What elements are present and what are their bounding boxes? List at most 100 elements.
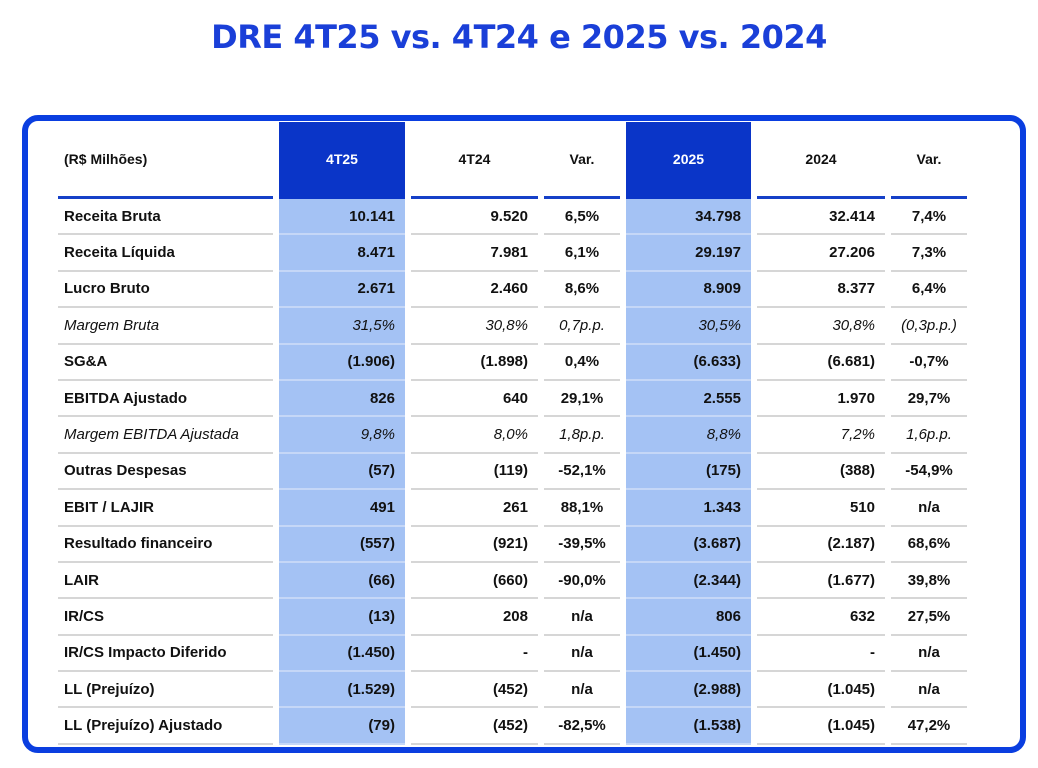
cell-2025: 2.555 <box>626 380 751 418</box>
cell-2025: (2.988) <box>626 672 751 709</box>
header-2024: 2024 <box>757 122 885 199</box>
cell-var-quarter: 6,5% <box>544 199 620 236</box>
cell-var-year: n/a <box>891 636 967 673</box>
row-label: SG&A <box>58 345 273 381</box>
row-label: Receita Bruta <box>58 199 273 236</box>
cell-4t24: (921) <box>411 527 538 563</box>
cell-4t24: (1.898) <box>411 345 538 381</box>
cell-2025: 806 <box>626 599 751 636</box>
row-label: IR/CS <box>58 599 273 636</box>
cell-var-quarter: 6,1% <box>544 235 620 272</box>
cell-2024: (388) <box>757 454 885 491</box>
cell-4t25: (557) <box>279 526 405 563</box>
cell-2025: (1.450) <box>626 635 751 673</box>
header-var-quarter: Var. <box>544 122 620 199</box>
cell-2025: (175) <box>626 453 751 491</box>
cell-2024: 30,8% <box>757 308 885 345</box>
dre-table: (R$ Milhões) 4T25 4T24 Var. 2025 2024 Var. Rece… <box>58 122 967 745</box>
cell-2024: (1.045) <box>757 708 885 745</box>
cell-4t25: (57) <box>279 453 405 491</box>
cell-2024: 27.206 <box>757 235 885 272</box>
cell-4t24: 30,8% <box>411 308 538 345</box>
row-label: Resultado financeiro <box>58 527 273 563</box>
cell-var-year: 47,2% <box>891 708 967 745</box>
header-var-year: Var. <box>891 122 967 199</box>
cell-4t24: 261 <box>411 490 538 527</box>
cell-4t24: 208 <box>411 599 538 636</box>
cell-2025: 34.798 <box>626 199 751 236</box>
row-label: EBITDA Ajustado <box>58 381 273 418</box>
cell-var-year: 39,8% <box>891 563 967 600</box>
cell-4t24: 8,0% <box>411 417 538 454</box>
cell-2024: - <box>757 636 885 673</box>
cell-var-quarter: -52,1% <box>544 454 620 491</box>
table-frame <box>22 115 1026 753</box>
cell-var-quarter: -82,5% <box>544 708 620 745</box>
cell-2025: 29.197 <box>626 235 751 272</box>
cell-4t25: (1.450) <box>279 635 405 673</box>
row-label: Margem Bruta <box>58 308 273 345</box>
cell-4t25: (79) <box>279 708 405 745</box>
cell-2025: 30,5% <box>626 308 751 345</box>
row-label: Margem EBITDA Ajustada <box>58 417 273 454</box>
cell-var-year: -0,7% <box>891 345 967 381</box>
cell-4t25: 10.141 <box>279 199 405 236</box>
cell-2024: 7,2% <box>757 417 885 454</box>
cell-var-quarter: 0,4% <box>544 345 620 381</box>
cell-2024: 632 <box>757 599 885 636</box>
row-label: LL (Prejuízo) <box>58 672 273 709</box>
cell-var-quarter: n/a <box>544 636 620 673</box>
cell-4t25: (66) <box>279 562 405 600</box>
header-2025: 2025 <box>626 122 751 199</box>
cell-var-year: (0,3p.p.) <box>891 308 967 345</box>
row-label: EBIT / LAJIR <box>58 490 273 527</box>
cell-4t25: 8.471 <box>279 235 405 272</box>
cell-4t25: 31,5% <box>279 308 405 345</box>
cell-2025: 8.909 <box>626 271 751 309</box>
header-4t25: 4T25 <box>279 122 405 199</box>
row-label: IR/CS Impacto Diferido <box>58 636 273 673</box>
cell-2024: 32.414 <box>757 199 885 236</box>
cell-2025: (1.538) <box>626 708 751 745</box>
row-label: Lucro Bruto <box>58 272 273 309</box>
cell-var-year: n/a <box>891 672 967 709</box>
cell-var-quarter: -39,5% <box>544 527 620 563</box>
cell-var-quarter: 88,1% <box>544 490 620 527</box>
row-label: Receita Líquida <box>58 235 273 272</box>
cell-2024: 1.970 <box>757 381 885 418</box>
cell-4t25: 2.671 <box>279 271 405 309</box>
cell-var-year: 6,4% <box>891 272 967 309</box>
cell-4t24: 7.981 <box>411 235 538 272</box>
cell-2025: 1.343 <box>626 490 751 527</box>
cell-var-quarter: -90,0% <box>544 563 620 600</box>
cell-2025: (3.687) <box>626 526 751 563</box>
cell-var-year: 7,3% <box>891 235 967 272</box>
cell-var-year: n/a <box>891 490 967 527</box>
cell-var-year: 29,7% <box>891 381 967 418</box>
cell-var-quarter: 0,7p.p. <box>544 308 620 345</box>
page-title: DRE 4T25 vs. 4T24 e 2025 vs. 2024 <box>211 18 827 56</box>
row-label: Outras Despesas <box>58 454 273 491</box>
cell-2024: 8.377 <box>757 272 885 309</box>
cell-4t25: (1.906) <box>279 344 405 381</box>
row-label: LAIR <box>58 563 273 600</box>
cell-var-year: 68,6% <box>891 527 967 563</box>
cell-2025: 8,8% <box>626 417 751 454</box>
cell-2024: (1.045) <box>757 672 885 709</box>
cell-4t25: 826 <box>279 380 405 418</box>
cell-2025: (2.344) <box>626 562 751 600</box>
cell-var-quarter: n/a <box>544 599 620 636</box>
cell-4t24: (452) <box>411 672 538 709</box>
cell-var-quarter: 29,1% <box>544 381 620 418</box>
cell-var-year: 7,4% <box>891 199 967 236</box>
cell-4t25: (1.529) <box>279 672 405 709</box>
cell-var-quarter: 1,8p.p. <box>544 417 620 454</box>
cell-2024: 510 <box>757 490 885 527</box>
cell-4t24: 2.460 <box>411 272 538 309</box>
cell-var-year: 1,6p.p. <box>891 417 967 454</box>
cell-var-quarter: n/a <box>544 672 620 709</box>
cell-var-year: -54,9% <box>891 454 967 491</box>
cell-4t25: 491 <box>279 490 405 527</box>
cell-4t24: (452) <box>411 708 538 745</box>
cell-4t24: 640 <box>411 381 538 418</box>
